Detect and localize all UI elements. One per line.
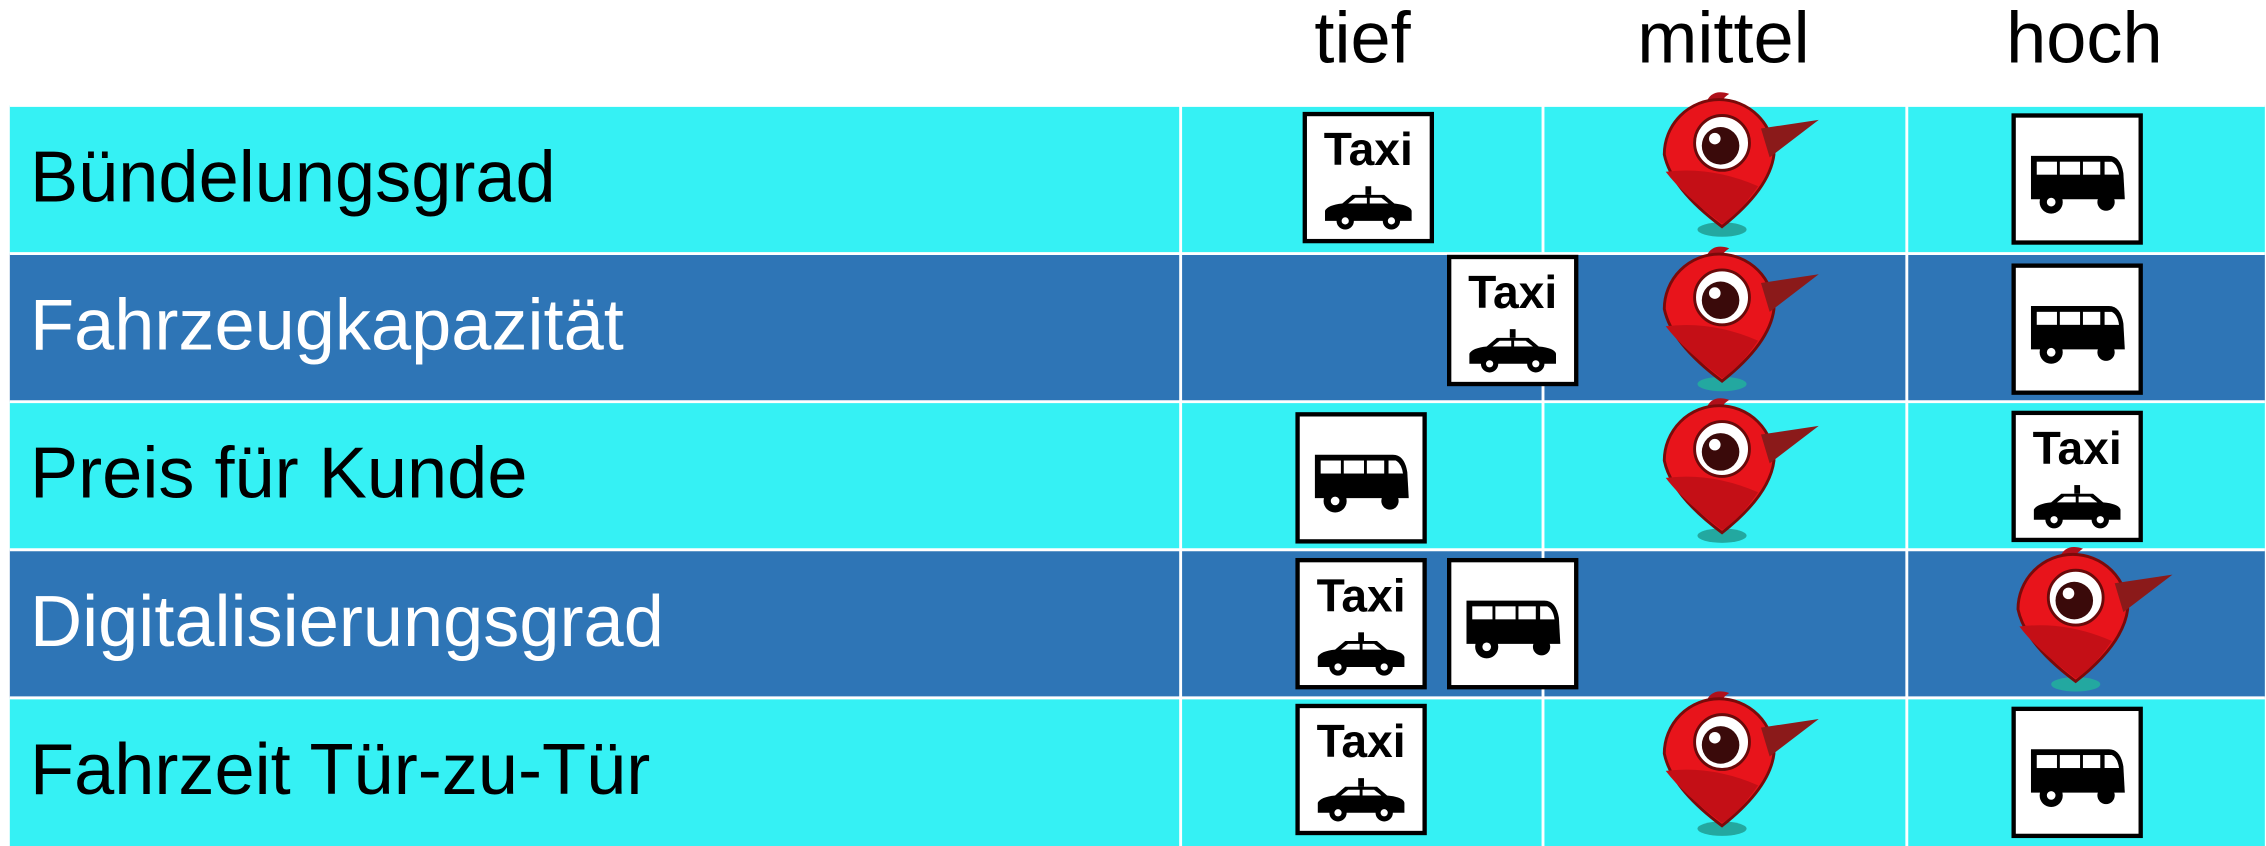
column-header: mittel [1637,0,1809,78]
taxi-sign-text: Taxi [1317,715,1406,767]
taxi-icon: Taxi [2014,413,2141,540]
row-label: Fahrzeugkapazität [30,286,624,366]
taxi-icon: Taxi [1449,257,1576,384]
taxi-icon: Taxi [1305,114,1432,241]
taxi-sign-text: Taxi [1468,266,1557,318]
bus-icon [2014,115,2141,242]
row-label: Bündelungsgrad [30,137,556,217]
comparison-table: tief mittel hoch Bündelungsgrad Fahrzeugkapa… [0,0,2266,846]
row-label: Digitalisierungsgrad [30,582,664,662]
column-header: tief [1314,0,1411,78]
column-header: hoch [2006,0,2163,78]
bus-icon [1298,414,1425,541]
bus-icon [1449,560,1576,687]
page: tief mittel hoch Bündelungsgrad Fahrzeugkapa… [0,0,2266,846]
row-label: Preis für Kunde [30,434,527,514]
taxi-sign-text: Taxi [1317,569,1406,621]
row-label: Fahrzeit Tür-zu-Tür [30,730,650,810]
taxi-icon: Taxi [1298,560,1425,687]
taxi-icon: Taxi [1298,706,1425,833]
bus-icon [2014,709,2141,836]
taxi-sign-text: Taxi [2033,422,2122,474]
taxi-sign-text: Taxi [1324,123,1413,175]
bus-icon [2014,266,2141,393]
